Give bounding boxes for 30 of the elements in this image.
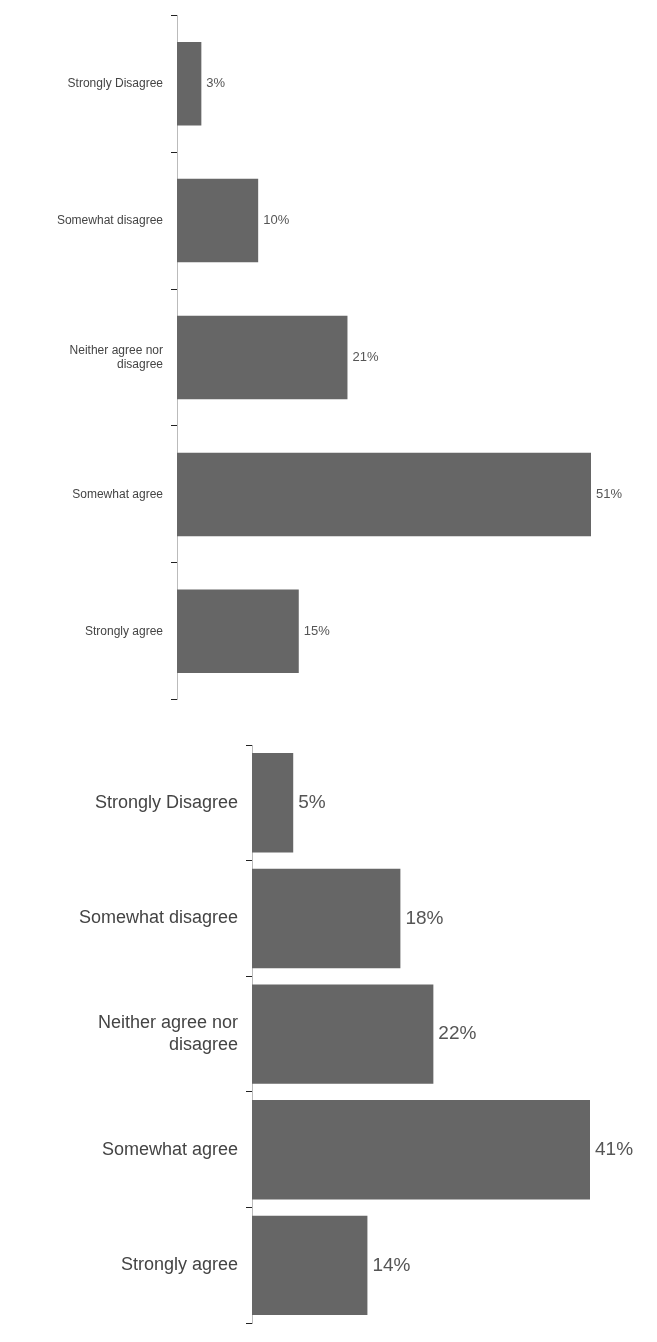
bar xyxy=(177,589,299,674)
data-label: 41% xyxy=(595,1137,634,1159)
bar xyxy=(252,868,401,969)
bar xyxy=(252,753,294,853)
data-label: 5% xyxy=(298,791,326,813)
bar xyxy=(177,452,591,537)
data-label: 14% xyxy=(372,1253,411,1275)
y-tick-label: Somewhat agree xyxy=(72,486,164,501)
bar xyxy=(252,1215,368,1316)
y-tick-label: Strongly Disagree xyxy=(67,75,164,90)
data-label: 10% xyxy=(263,212,290,228)
data-label: 15% xyxy=(303,622,331,638)
data-label: 3% xyxy=(206,75,226,91)
data-label: 51% xyxy=(596,486,623,501)
data-label: 22% xyxy=(438,1022,477,1044)
bar xyxy=(252,1100,590,1200)
bar xyxy=(177,315,348,400)
y-tick-label: Somewhat disagree xyxy=(78,907,238,928)
data-label: 21% xyxy=(352,349,379,365)
y-tick-label: Strongly Disagree xyxy=(94,791,238,812)
y-tick-label: Somewhat agree xyxy=(101,1138,238,1159)
bar xyxy=(252,984,434,1084)
y-tick-label: Neither agree nor disagree xyxy=(97,1012,238,1054)
y-tick-label: Strongly agree xyxy=(120,1254,238,1275)
y-tick-label: Strongly agree xyxy=(84,623,164,638)
y-tick-label: Neither agree nor disagree xyxy=(69,342,164,372)
y-tick-label: Somewhat disagree xyxy=(56,212,164,227)
data-label: 18% xyxy=(405,906,444,928)
bar xyxy=(177,41,202,126)
bar xyxy=(177,178,259,263)
